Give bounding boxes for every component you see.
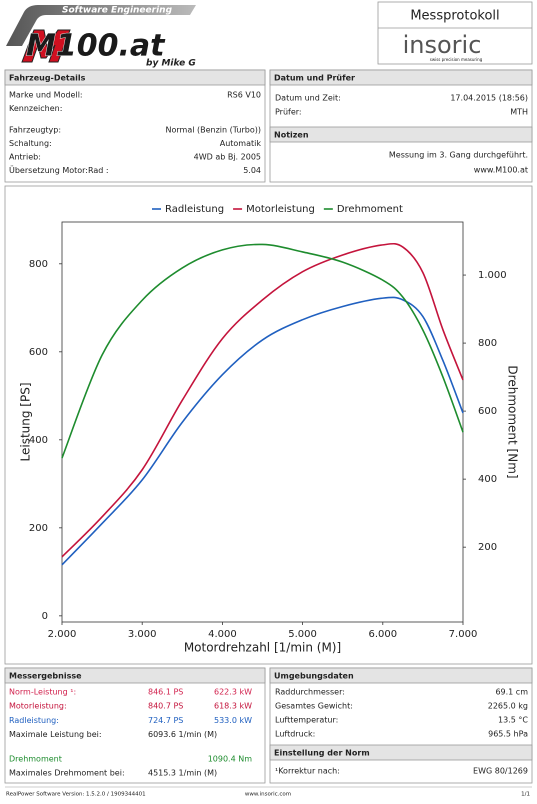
field-label: Fahrzeugtyp: <box>9 126 61 135</box>
y2-tick-label: 1.000 <box>478 270 507 281</box>
x-tick-label: 5.000 <box>288 629 317 640</box>
field-label: Gesamtes Gewicht: <box>275 702 353 711</box>
y2-axis-title: Drehmoment [Nm] <box>506 365 520 478</box>
protocol-title: Messprotokoll <box>410 9 499 24</box>
section-title: Notizen <box>274 131 309 140</box>
x-tick-label: 6.000 <box>368 629 397 640</box>
legend-label: Radleistung <box>165 204 224 215</box>
result-label: Maximale Leistung bei: <box>9 730 102 739</box>
result-label: Drehmoment <box>9 754 62 763</box>
brand-tagline: swiss precision measuring <box>430 57 483 62</box>
result-label: Motorleistung: <box>9 702 67 711</box>
result-value: 840.7 PS <box>148 702 183 711</box>
x-tick-label: 7.000 <box>449 629 478 640</box>
results-panel <box>4 667 266 784</box>
series-line <box>61 296 464 566</box>
result-label: Radleistung: <box>9 716 59 725</box>
note-line: www.M100.at <box>474 166 528 175</box>
brand-name: insoric <box>403 31 482 59</box>
chart-panel <box>4 185 533 665</box>
field-value: Normal (Benzin (Turbo)) <box>166 126 262 135</box>
x-axis-title: Motordrehzahl [1/min (M)] <box>184 641 341 655</box>
field-label: Lufttemperatur: <box>275 716 338 725</box>
field-value: 965.5 hPa <box>488 730 528 739</box>
series-line <box>61 242 464 558</box>
field-label: Übersetzung Motor:Rad : <box>9 165 109 175</box>
y-tick-label: 800 <box>29 259 48 270</box>
legend-label: Drehmoment <box>337 204 403 215</box>
plot-frame <box>61 221 464 623</box>
result-value: 846.1 PS <box>148 688 183 697</box>
result-value: 622.3 kW <box>214 688 252 697</box>
field-label: ¹Korrektur nach: <box>275 767 340 776</box>
field-label: Prüfer: <box>275 108 302 117</box>
series-line <box>61 243 464 459</box>
y2-tick-label: 400 <box>478 474 497 485</box>
section-header-bar <box>269 667 533 684</box>
field-label: Antrieb: <box>9 153 41 162</box>
y-tick-label: 600 <box>29 347 48 358</box>
result-value: 533.0 kW <box>214 716 252 725</box>
y-tick-label: 0 <box>42 611 48 622</box>
field-label: Marke und Modell: <box>9 91 83 100</box>
legend-label: Motorleistung <box>246 204 315 215</box>
field-value: MTH <box>510 108 528 117</box>
y2-tick-label: 200 <box>478 542 497 553</box>
section-header-bar <box>269 744 533 761</box>
result-label: Norm-Leistung ¹: <box>9 688 76 697</box>
result-value: 618.3 kW <box>214 702 252 711</box>
logo-swoosh <box>6 5 196 46</box>
y2-tick-label: 800 <box>478 338 497 349</box>
section-header-bar <box>4 667 266 684</box>
field-label: Raddurchmesser: <box>275 688 345 697</box>
section-title: Einstellung der Norm <box>274 749 370 758</box>
logo-author: by Mike G <box>146 59 196 69</box>
section-header-bar <box>269 69 533 86</box>
x-tick-label: 4.000 <box>208 629 237 640</box>
footer-version: RealPower Software Version: 1.5.2.0 / 19… <box>6 792 146 798</box>
field-value: 2265.0 kg <box>488 702 528 711</box>
footer-website: www.insoric.com <box>245 792 291 798</box>
footer-page: 1/1 <box>521 792 530 798</box>
section-header-bar <box>4 69 266 86</box>
result-value: 6093.6 1/min (M) <box>148 730 217 739</box>
brand-box <box>377 1 533 65</box>
field-value: EWG 80/1269 <box>473 767 528 776</box>
y-tick-label: 400 <box>29 435 48 446</box>
result-value: 724.7 PS <box>148 716 183 725</box>
x-tick-label: 2.000 <box>48 629 77 640</box>
field-label: Schaltung: <box>9 139 52 148</box>
section-header-bar <box>269 126 533 143</box>
field-value: 13.5 °C <box>498 716 528 725</box>
note-line: Messung im 3. Gang durchgeführt. <box>389 151 528 160</box>
logo-tagline: Software Engineering <box>62 6 173 16</box>
field-value: 4WD ab Bj. 2005 <box>194 153 261 162</box>
section-title: Fahrzeug-Details <box>9 74 86 83</box>
section-title: Datum und Prüfer <box>274 74 355 83</box>
y2-tick-label: 600 <box>478 406 497 417</box>
result-value: 1090.4 Nm <box>208 754 253 763</box>
section-title: Messergebnisse <box>9 672 82 681</box>
field-value: RS6 V10 <box>227 91 261 100</box>
y-axis-title: Leistung [PS] <box>19 382 33 461</box>
field-label: Datum und Zeit: <box>275 94 341 103</box>
y-tick-label: 200 <box>29 523 48 534</box>
field-value: Automatik <box>220 139 262 148</box>
field-label: Luftdruck: <box>275 730 315 739</box>
x-tick-label: 3.000 <box>128 629 157 640</box>
field-value: 17.04.2015 (18:56) <box>450 94 528 103</box>
field-value: 69.1 cm <box>495 688 528 697</box>
result-label: Maximales Drehmoment bei: <box>9 769 125 778</box>
logo-m <box>21 29 71 63</box>
field-value: 5.04 <box>243 166 261 175</box>
field-label: Kennzeichen: <box>9 104 62 113</box>
logo-title: M100.at <box>26 29 166 64</box>
section-title: Umgebungsdaten <box>274 672 354 681</box>
result-value: 4515.3 1/min (M) <box>148 769 217 778</box>
